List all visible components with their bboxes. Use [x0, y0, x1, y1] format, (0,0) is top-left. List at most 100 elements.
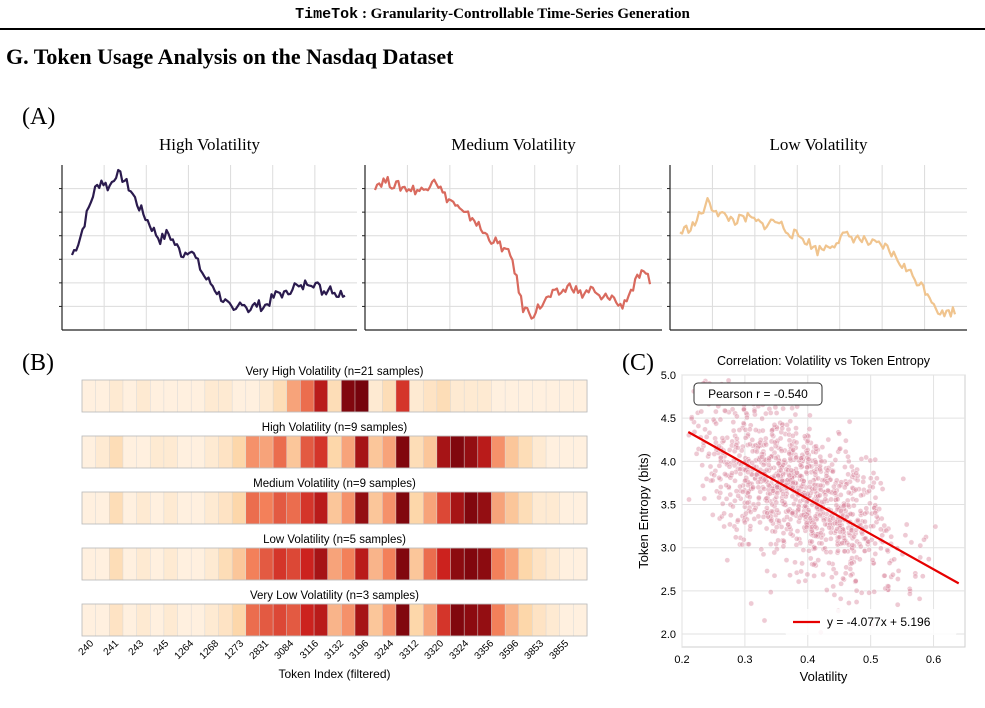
heatmap-cell — [436, 379, 452, 413]
heatmap-row-title: Low Volatility (n=5 samples) — [263, 534, 406, 546]
heatmap-row-3: Medium Volatility (n=9 samples) — [81, 478, 588, 525]
scatter-point — [802, 577, 809, 584]
scatter-point — [902, 532, 909, 538]
scatter-point — [842, 570, 849, 577]
heatmap-cell — [136, 547, 151, 581]
scatter-point — [848, 463, 855, 470]
scatter-point — [812, 533, 819, 539]
panel-title: Medium Volatility — [451, 135, 576, 154]
scatter-point — [854, 477, 861, 483]
heatmap-tick-label: 240 — [77, 638, 97, 658]
scatter-point — [773, 410, 780, 416]
scatter-point — [819, 477, 826, 483]
heatmap-cell — [327, 603, 342, 637]
heatmap-cell — [313, 379, 329, 413]
scatter-point — [760, 551, 767, 558]
scatter-point — [837, 492, 844, 498]
scatter-point — [695, 410, 701, 416]
scatter-point — [932, 523, 939, 530]
scatter-point — [817, 530, 824, 537]
heatmap-cell — [136, 491, 151, 525]
heatmap-cell — [532, 547, 547, 581]
heatmap-tick-label: 1273 — [223, 638, 247, 662]
scatter-point — [912, 573, 919, 580]
heatmap-cell — [532, 435, 547, 469]
heatmap-cell — [272, 379, 288, 413]
scatter-point — [770, 487, 776, 494]
scatter-point — [733, 442, 739, 448]
scatter-point — [729, 406, 736, 413]
scatter-point — [822, 496, 829, 503]
scatter-point — [717, 416, 724, 423]
scatter-point — [850, 472, 857, 478]
scatter-point — [856, 556, 863, 563]
x-tick-label: 0.2 — [674, 654, 689, 666]
scatter-point — [714, 488, 720, 495]
scatter-point — [787, 572, 793, 578]
scatter-point — [789, 511, 796, 517]
scatter-point — [777, 467, 784, 474]
scatter-point — [799, 560, 805, 567]
scatter-point — [772, 455, 779, 461]
scatter-point — [872, 540, 878, 547]
scatter-point — [757, 475, 764, 482]
scatter-point — [755, 501, 762, 507]
figure-a: High Volatility Medium Volatility Low Vola… — [59, 135, 967, 331]
scatter-point — [753, 471, 760, 478]
scatter-point — [750, 484, 756, 491]
heatmap-tick-label: 3596 — [498, 638, 522, 662]
heatmap-tick-label: 2831 — [248, 638, 272, 662]
heatmap-cell — [422, 491, 438, 525]
scatter-point — [867, 457, 874, 464]
scatter-point — [775, 460, 782, 467]
scatter-point — [724, 557, 731, 563]
scatter-point — [746, 494, 753, 500]
scatter-point — [890, 571, 896, 578]
scatter-point — [804, 571, 811, 578]
heatmap-cell — [504, 491, 520, 525]
scatter-point — [849, 542, 856, 548]
scatter-point — [744, 442, 751, 448]
heatmap-cell — [491, 491, 506, 525]
scatter-point — [798, 568, 804, 575]
scatter-point — [841, 548, 848, 555]
scatter-point — [771, 439, 778, 446]
scatter-point — [846, 418, 853, 425]
scatter-point — [921, 536, 927, 543]
heatmap-cell — [122, 547, 138, 581]
scatter-point — [798, 455, 804, 461]
heatmap-cell — [245, 603, 260, 637]
scatter-point — [794, 528, 801, 534]
heatmap-cell — [204, 603, 220, 637]
heatmap-cell — [259, 379, 274, 413]
scatter-point — [712, 435, 718, 442]
scatter-point — [825, 487, 831, 494]
scatter-point — [757, 519, 763, 526]
scatter-point — [749, 437, 756, 443]
heatmap-cell — [95, 603, 110, 637]
scatter-point — [845, 489, 852, 496]
heatmap-cell — [95, 547, 110, 581]
heatmap-cell — [450, 379, 465, 413]
heatmap-cell — [149, 547, 165, 581]
scatter-point — [790, 447, 796, 453]
heatmap-cell — [177, 379, 192, 413]
scatter-point — [775, 537, 781, 544]
heatmap-row-frame — [81, 435, 588, 469]
heatmap-cell — [422, 547, 438, 581]
scatter-point — [843, 564, 849, 571]
scatter-point — [739, 425, 746, 431]
header-title-rest: : Granularity-Controllable Time-Series G… — [358, 6, 690, 22]
scatter-point — [730, 427, 737, 434]
scatter-point — [763, 478, 769, 484]
heatmap-cell — [463, 547, 479, 581]
heatmap-cell — [81, 603, 97, 637]
heatmap-cell — [395, 491, 411, 525]
scatter-point — [850, 496, 856, 502]
scatter-point — [722, 471, 728, 477]
scatter-point — [841, 502, 847, 509]
heatmap-cell — [327, 379, 342, 413]
scatter-point — [877, 526, 884, 533]
heatmap-cell — [95, 379, 110, 413]
scatter-point — [878, 545, 884, 552]
